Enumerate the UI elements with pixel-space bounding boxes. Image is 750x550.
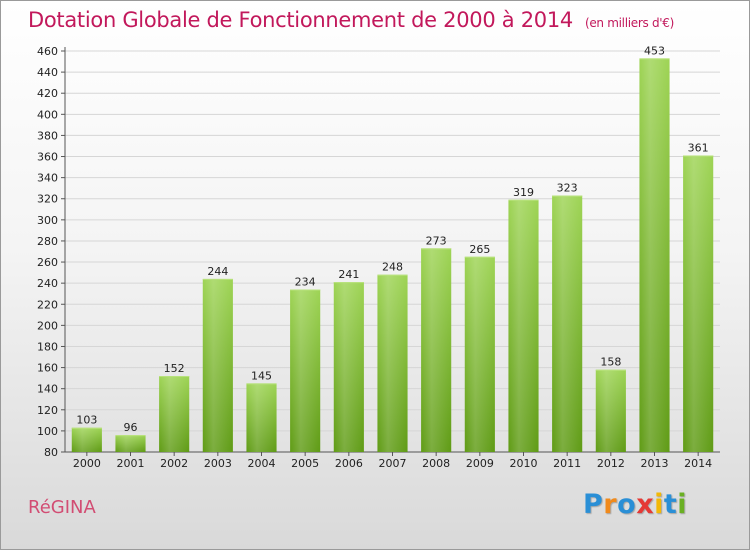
chart-title: Dotation Globale de Fonctionnement de 20… <box>28 8 674 32</box>
x-tick-label: 2008 <box>422 457 450 470</box>
x-tick-label: 2001 <box>117 457 145 470</box>
y-tick-label: 100 <box>37 425 58 438</box>
y-tick-label: 160 <box>37 362 58 375</box>
y-tick-label: 180 <box>37 340 58 353</box>
bar-shine <box>71 427 102 452</box>
y-tick-label: 380 <box>37 129 58 142</box>
x-tick-label: 2002 <box>160 457 188 470</box>
x-tick-label: 2010 <box>510 457 538 470</box>
bar-shine <box>421 248 452 452</box>
bar-shine <box>464 256 495 452</box>
bar-shine <box>290 289 321 452</box>
bar-value-label: 361 <box>688 141 709 154</box>
y-tick-label: 420 <box>37 87 58 100</box>
y-tick-label: 240 <box>37 277 58 290</box>
x-tick-label: 2013 <box>641 457 669 470</box>
y-tick-label: 300 <box>37 214 58 227</box>
bar-shine <box>115 435 146 452</box>
bar-value-label: 96 <box>124 421 138 434</box>
bar-shine <box>377 274 408 452</box>
x-tick-label: 2000 <box>73 457 101 470</box>
x-tick-label: 2004 <box>248 457 276 470</box>
y-tick-label: 360 <box>37 151 58 164</box>
bar-value-label: 145 <box>251 369 272 382</box>
chart-title-main: Dotation Globale de Fonctionnement de 20… <box>28 8 573 32</box>
bar-shine <box>202 278 233 452</box>
bar-value-label: 265 <box>469 243 490 256</box>
x-tick-label: 2006 <box>335 457 363 470</box>
y-tick-label: 320 <box>37 193 58 206</box>
y-tick-label: 220 <box>37 298 58 311</box>
bar-shine <box>595 369 626 452</box>
y-tick-label: 340 <box>37 172 58 185</box>
y-tick-label: 140 <box>37 383 58 396</box>
bar-value-label: 234 <box>295 275 316 288</box>
proxiti-logo: Proxiti <box>583 489 688 520</box>
y-tick-label: 200 <box>37 319 58 332</box>
bar-value-label: 158 <box>600 356 621 369</box>
commune-name: RéGINA <box>28 497 96 518</box>
y-tick-label: 440 <box>37 66 58 79</box>
bar-value-label: 152 <box>164 362 185 375</box>
bar-shine <box>508 199 539 452</box>
y-tick-label: 400 <box>37 108 58 121</box>
bar-value-label: 241 <box>338 268 359 281</box>
y-tick-label: 460 <box>37 45 58 58</box>
bar-shine <box>246 383 277 452</box>
y-tick-label: 80 <box>44 446 58 459</box>
bar-value-label: 103 <box>76 414 97 427</box>
x-tick-label: 2011 <box>553 457 581 470</box>
x-tick-label: 2014 <box>684 457 712 470</box>
x-tick-label: 2012 <box>597 457 625 470</box>
x-tick-label: 2005 <box>291 457 319 470</box>
y-tick-label: 120 <box>37 404 58 417</box>
bar-value-label: 319 <box>513 186 534 199</box>
bar-value-label: 453 <box>644 44 665 57</box>
chart-subtitle: (en milliers d'€) <box>584 16 674 30</box>
bar-shine <box>552 195 583 453</box>
bar-shine <box>639 58 670 452</box>
x-tick-label: 2003 <box>204 457 232 470</box>
y-tick-label: 280 <box>37 235 58 248</box>
bar-shine <box>333 282 364 452</box>
bar-shine <box>683 155 714 452</box>
bar-value-label: 323 <box>557 182 578 195</box>
bar-shine <box>159 376 190 452</box>
bar-value-label: 248 <box>382 261 403 274</box>
bar-value-label: 273 <box>426 234 447 247</box>
x-tick-label: 2007 <box>379 457 407 470</box>
x-tick-label: 2009 <box>466 457 494 470</box>
y-tick-label: 260 <box>37 256 58 269</box>
bar-value-label: 244 <box>207 265 228 278</box>
